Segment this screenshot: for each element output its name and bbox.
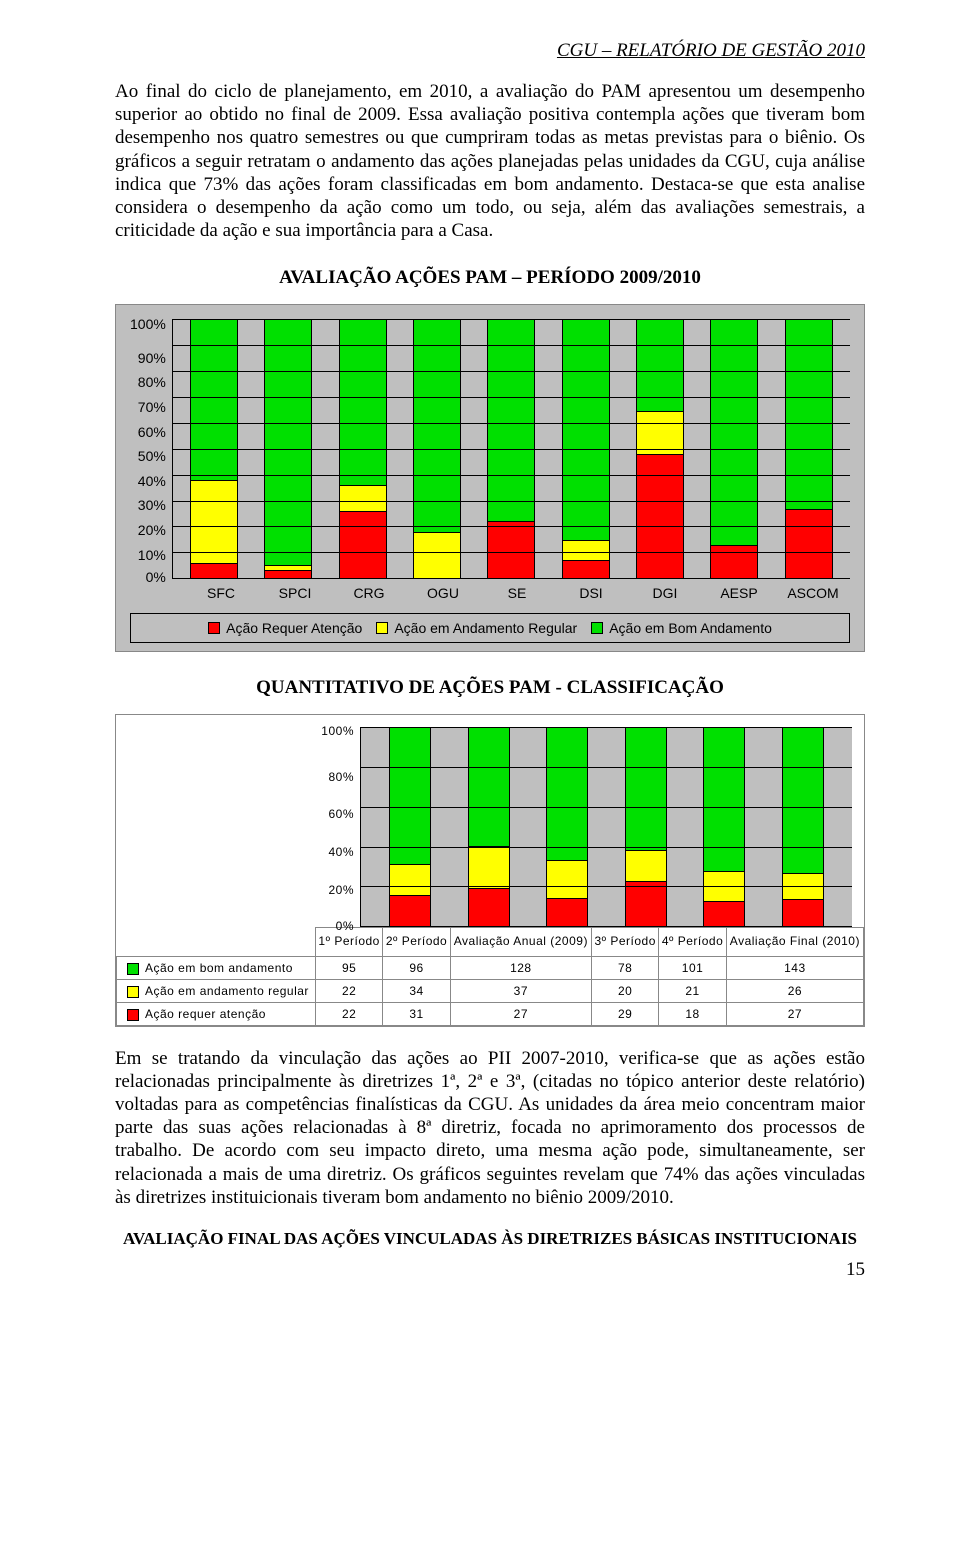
chart2-row-label: Ação em andamento regular bbox=[117, 979, 316, 1002]
chart1-x-label: SE bbox=[480, 585, 554, 601]
chart2-cell: 22 bbox=[315, 979, 382, 1002]
chart2-cell: 78 bbox=[591, 956, 658, 979]
chart2-cell: 101 bbox=[659, 956, 726, 979]
chart2-y-tick: 60% bbox=[328, 808, 354, 820]
chart2-bar bbox=[625, 727, 667, 926]
chart2-cell: 27 bbox=[726, 1002, 863, 1025]
chart2-col-header: Avaliação Final (2010) bbox=[726, 928, 863, 957]
paragraph-1: Ao final do ciclo de planejamento, em 20… bbox=[115, 80, 865, 242]
chart2-bar bbox=[703, 727, 745, 926]
page-number: 15 bbox=[115, 1259, 865, 1281]
chart2-cell: 31 bbox=[383, 1002, 450, 1025]
chart2-cell: 22 bbox=[315, 1002, 382, 1025]
chart2-title: QUANTITATIVO DE AÇÕES PAM - CLASSIFICAÇÃ… bbox=[115, 677, 865, 699]
chart2-data-table: 1º Período2º PeríodoAvaliação Anual (200… bbox=[116, 927, 864, 1026]
chart1-y-tick: 100% bbox=[130, 317, 166, 331]
chart1-bar bbox=[562, 319, 610, 578]
chart2-bar bbox=[389, 727, 431, 926]
chart1-legend: Ação Requer Atenção Ação em Andamento Reg… bbox=[130, 613, 850, 643]
chart1-bar bbox=[264, 319, 312, 578]
chart1-y-tick: 30% bbox=[138, 498, 166, 512]
chart1-bar bbox=[487, 319, 535, 578]
chart2-row-label: Ação em bom andamento bbox=[117, 956, 316, 979]
chart1-x-label: SPCI bbox=[258, 585, 332, 601]
chart1-legend-item: Ação em Andamento Regular bbox=[376, 620, 577, 636]
chart2-y-tick: 40% bbox=[328, 846, 354, 858]
chart2-cell: 27 bbox=[450, 1002, 591, 1025]
chart1-y-tick: 60% bbox=[138, 425, 166, 439]
chart1-y-tick: 80% bbox=[138, 375, 166, 389]
chart2-cell: 128 bbox=[450, 956, 591, 979]
chart2-col-header: Avaliação Anual (2009) bbox=[450, 928, 591, 957]
chart1-y-tick: 10% bbox=[138, 548, 166, 562]
chart1-legend-item: Ação Requer Atenção bbox=[208, 620, 362, 636]
chart1-x-label: CRG bbox=[332, 585, 406, 601]
chart1-title: AVALIAÇÃO AÇÕES PAM – PERÍODO 2009/2010 bbox=[115, 267, 865, 289]
chart1-x-label: DSI bbox=[554, 585, 628, 601]
chart1-plot-area bbox=[172, 319, 850, 579]
chart2-cell: 20 bbox=[591, 979, 658, 1002]
chart1-x-label: OGU bbox=[406, 585, 480, 601]
chart1-bar bbox=[190, 319, 238, 578]
chart2-y-tick: 100% bbox=[321, 725, 354, 737]
chart1-bar bbox=[636, 319, 684, 578]
chart2-cell: 95 bbox=[315, 956, 382, 979]
chart1-x-label: AESP bbox=[702, 585, 776, 601]
chart2-y-tick: 80% bbox=[328, 771, 354, 783]
chart2-row-label: Ação requer atenção bbox=[117, 1002, 316, 1025]
paragraph-2: Em se tratando da vinculação das ações a… bbox=[115, 1047, 865, 1209]
chart2-cell: 34 bbox=[383, 979, 450, 1002]
chart2-cell: 37 bbox=[450, 979, 591, 1002]
chart1-bar bbox=[339, 319, 387, 578]
chart2-y-tick: 0% bbox=[336, 920, 354, 932]
chart1-bar bbox=[785, 319, 833, 578]
chart2-col-header: 3º Período bbox=[591, 928, 658, 957]
chart2-gridlines bbox=[361, 727, 852, 926]
chart2-cell: 96 bbox=[383, 956, 450, 979]
chart1-y-axis: 100%90%80%70%60%50%40%30%20%10%0% bbox=[130, 319, 172, 579]
chart1-y-tick: 70% bbox=[138, 400, 166, 414]
chart2-y-tick: 20% bbox=[328, 884, 354, 896]
chart2-cell: 26 bbox=[726, 979, 863, 1002]
chart2-container: 100% 80% 60% 40% 20% 0% 1º Período2º PeríodoA… bbox=[115, 714, 865, 1027]
page-header: CGU – RELATÓRIO DE GESTÃO 2010 bbox=[115, 40, 865, 62]
chart2-col-header: 2º Período bbox=[383, 928, 450, 957]
chart2-plot-area bbox=[360, 727, 852, 927]
chart2-bar bbox=[546, 727, 588, 926]
chart2-bar bbox=[782, 727, 824, 926]
chart1-y-tick: 50% bbox=[138, 449, 166, 463]
chart2-cell: 18 bbox=[659, 1002, 726, 1025]
chart1-x-axis: SFCSPCICRGOGUSEDSIDGIAESPASCOM bbox=[130, 585, 850, 601]
chart2-cell: 143 bbox=[726, 956, 863, 979]
chart1-bar bbox=[710, 319, 758, 578]
chart2-col-header: 4º Período bbox=[659, 928, 726, 957]
chart1-x-label: DGI bbox=[628, 585, 702, 601]
chart1-x-label: ASCOM bbox=[776, 585, 850, 601]
chart1-container: 100% 90% 80% 70% 60% 50% 40% 30% 20% 10% 0% SFCSPC… bbox=[115, 304, 865, 652]
chart1-y-tick: 90% bbox=[138, 351, 166, 365]
chart1-legend-item: Ação em Bom Andamento bbox=[591, 620, 772, 636]
chart2-cell: 21 bbox=[659, 979, 726, 1002]
subtitle: AVALIAÇÃO FINAL DAS AÇÕES VINCULADAS ÀS … bbox=[115, 1229, 865, 1249]
chart1-y-tick: 0% bbox=[146, 570, 166, 584]
chart1-x-label: SFC bbox=[184, 585, 258, 601]
chart1-bar bbox=[413, 319, 461, 578]
chart2-y-axis: 100%80%60%40%20%0% bbox=[316, 727, 360, 927]
chart1-y-tick: 20% bbox=[138, 523, 166, 537]
chart1-y-tick: 40% bbox=[138, 474, 166, 488]
chart2-bar bbox=[468, 727, 510, 926]
chart2-cell: 29 bbox=[591, 1002, 658, 1025]
